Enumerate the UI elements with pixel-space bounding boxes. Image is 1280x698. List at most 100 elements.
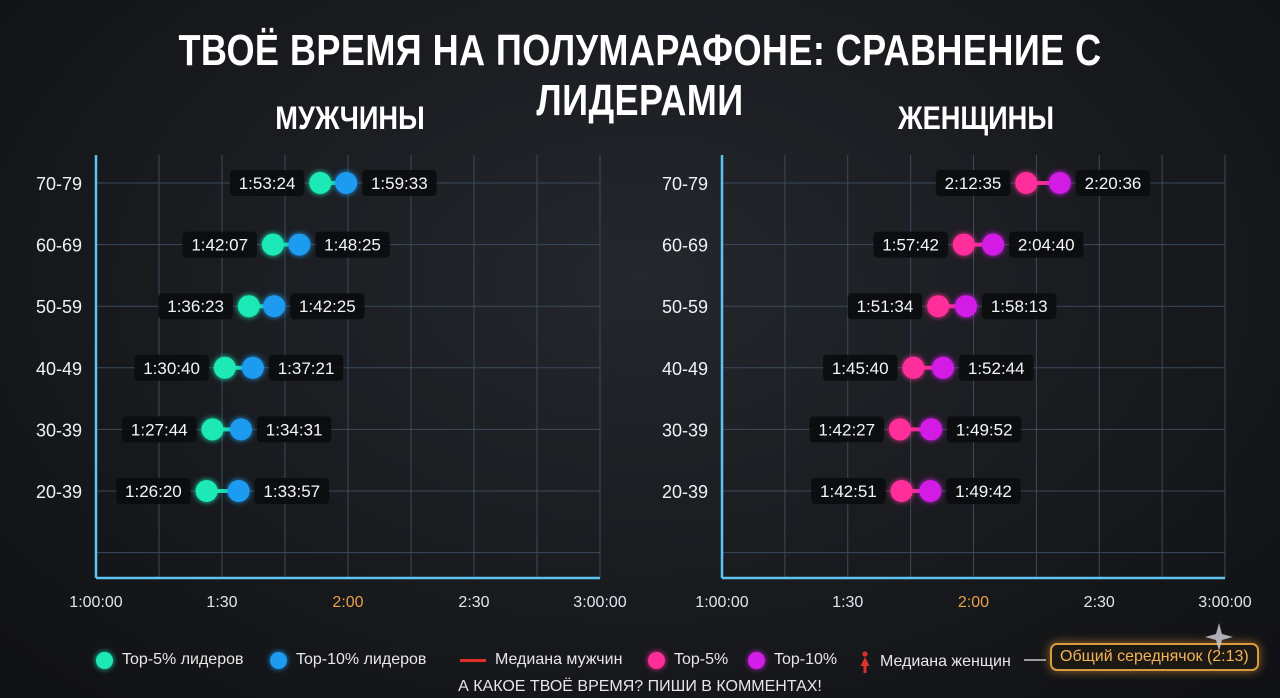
men-top5-point <box>213 356 236 379</box>
women-top10-point <box>982 233 1005 256</box>
person-female-icon <box>860 651 870 673</box>
men-top10-dot-icon <box>270 651 287 669</box>
x-tick-label: 1:30 <box>832 594 863 611</box>
x-tick-label: 2:00 <box>958 594 989 611</box>
legend-men-top5: Top-5% лидеров <box>96 651 244 669</box>
data-label-bg <box>1075 170 1151 196</box>
legend: Top-5% лидеров Top-10% лидеров Медиана м… <box>0 645 1280 677</box>
x-tick-label: 3:00:00 <box>1198 594 1251 611</box>
women-top5-point <box>902 356 925 379</box>
men-top5-point <box>237 295 260 318</box>
women-top5-point <box>952 233 975 256</box>
y-tick-label: 50-59 <box>662 297 708 317</box>
data-label-bg <box>182 231 257 258</box>
legend-women-top5-label: Top-5% <box>674 651 729 668</box>
men-median-line-icon <box>460 658 486 662</box>
men-top10-point <box>241 356 264 379</box>
x-tick-label: 1:30 <box>206 594 237 611</box>
y-tick-label: 70-79 <box>36 174 82 194</box>
data-label-bg <box>823 354 898 381</box>
sparkle-icon <box>1205 623 1233 651</box>
y-tick-label: 30-39 <box>36 420 82 440</box>
women-top5-point <box>1015 172 1038 194</box>
data-label: 1:59:33 <box>371 174 428 193</box>
y-tick-label: 50-59 <box>36 297 82 317</box>
data-label: 1:53:24 <box>239 174 296 193</box>
data-label-bg <box>315 231 390 258</box>
x-tick-label: 2:00 <box>332 594 363 611</box>
women-top10-dot-icon <box>748 651 765 669</box>
y-tick-label: 60-69 <box>36 236 82 256</box>
data-label-bg <box>935 170 1011 196</box>
legend-overall-line <box>1024 659 1055 661</box>
data-label: 1:42:27 <box>818 420 875 439</box>
data-label-bg <box>959 354 1034 381</box>
legend-men-median: Медиана мужчин <box>460 651 622 669</box>
data-label-bg <box>256 416 332 443</box>
data-label-bg <box>254 478 329 504</box>
chart-title: ТВОЁ ВРЕМЯ НА ПОЛУМАРАФОНЕ: СРАВНЕНИЕ С … <box>178 26 1102 125</box>
legend-women-top10: Top-10% <box>748 651 837 669</box>
data-label: 1:45:40 <box>832 359 889 378</box>
legend-men-top10: Top-10% лидеров <box>270 651 426 669</box>
data-label: 1:27:44 <box>131 420 188 439</box>
legend-men-top5-label: Top-5% лидеров <box>122 651 244 668</box>
data-label: 1:34:31 <box>266 420 323 439</box>
legend-women-median: Медиана женщин <box>858 651 1011 673</box>
women-top10-point <box>955 295 978 318</box>
men-chart: 1:00:00 1:30 2:00 2:30 3:00:00 70-79 1:53:24 1:… <box>36 155 627 611</box>
data-label: 1:36:23 <box>167 297 224 316</box>
overall-badge: Общий середнячок (2:13) <box>1050 643 1259 671</box>
men-top10-point <box>263 295 286 318</box>
y-tick-label: 70-79 <box>662 174 708 194</box>
data-label: 1:58:13 <box>991 297 1048 316</box>
men-top5-point <box>309 172 332 194</box>
women-panel-title: ЖЕНЩИНЫ <box>898 100 1054 136</box>
data-label-bg <box>982 293 1057 320</box>
men-top5-point <box>201 418 224 441</box>
data-label: 2:12:35 <box>945 174 1002 193</box>
legend-men-median-label: Медиана мужчин <box>495 651 623 668</box>
data-label: 1:49:42 <box>955 482 1012 501</box>
women-chart: 1:00:00 1:30 2:00 2:30 3:00:00 70-79 2:12:35 2:… <box>662 155 1252 611</box>
y-tick-label: 30-39 <box>662 420 708 440</box>
x-tick-label: 2:30 <box>458 594 489 611</box>
legend-men-top10-label: Top-10% лидеров <box>296 651 427 668</box>
data-label-bg <box>122 416 197 443</box>
y-tick-label: 20-39 <box>662 482 708 502</box>
data-label: 1:51:34 <box>857 297 914 316</box>
data-label: 1:42:25 <box>299 297 356 316</box>
y-tick-label: 40-49 <box>662 359 708 379</box>
legend-women-median-label: Медиана женщин <box>880 653 1011 670</box>
men-top10-point <box>229 418 252 441</box>
x-tick-label: 3:00:00 <box>573 594 626 611</box>
men-top5-dot-icon <box>96 651 113 669</box>
men-panel-title: МУЖЧИНЫ <box>275 100 425 136</box>
y-tick-label: 20-39 <box>36 482 82 502</box>
data-label-bg <box>873 231 948 258</box>
data-label: 2:04:40 <box>1018 236 1075 255</box>
data-label-bg <box>268 354 344 381</box>
data-label: 1:30:40 <box>143 359 200 378</box>
data-label-bg <box>947 416 1022 443</box>
women-top5-point <box>927 295 950 318</box>
legend-women-top5: Top-5% <box>648 651 728 669</box>
data-label: 1:57:42 <box>882 236 939 255</box>
women-top10-point <box>1048 172 1071 194</box>
women-top5-dot-icon <box>648 651 665 669</box>
data-label: 2:20:36 <box>1085 174 1142 193</box>
x-tick-label: 1:00:00 <box>695 594 748 611</box>
data-label-bg <box>811 478 886 504</box>
women-top10-point <box>932 356 955 379</box>
data-label: 1:26:20 <box>125 482 182 501</box>
data-label-bg <box>847 293 923 320</box>
data-label-bg <box>1009 231 1084 258</box>
data-label-bg <box>290 293 365 320</box>
legend-women-top10-label: Top-10% <box>774 651 838 668</box>
data-label: 1:52:44 <box>968 359 1025 378</box>
men-top5-point <box>261 233 284 256</box>
data-label-bg <box>229 170 305 196</box>
data-label: 1:49:52 <box>956 420 1013 439</box>
women-top10-point <box>919 480 942 502</box>
men-top10-point <box>227 480 250 502</box>
